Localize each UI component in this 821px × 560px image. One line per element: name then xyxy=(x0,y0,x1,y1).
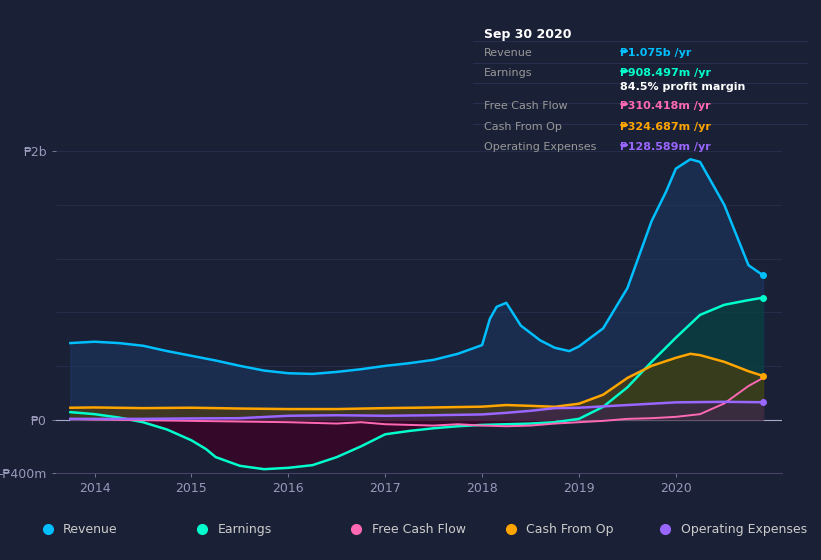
Text: Operating Expenses: Operating Expenses xyxy=(484,142,596,152)
Text: Free Cash Flow: Free Cash Flow xyxy=(372,522,466,536)
Text: Revenue: Revenue xyxy=(484,48,532,58)
Text: ₱310.418m /yr: ₱310.418m /yr xyxy=(620,101,710,111)
Text: ₱324.687m /yr: ₱324.687m /yr xyxy=(620,122,710,132)
Text: Earnings: Earnings xyxy=(484,68,532,78)
Text: Sep 30 2020: Sep 30 2020 xyxy=(484,28,571,41)
Text: 84.5% profit margin: 84.5% profit margin xyxy=(620,82,745,92)
Text: ₱908.497m /yr: ₱908.497m /yr xyxy=(620,68,711,78)
Text: Free Cash Flow: Free Cash Flow xyxy=(484,101,567,111)
Text: ₱128.589m /yr: ₱128.589m /yr xyxy=(620,142,710,152)
Text: Operating Expenses: Operating Expenses xyxy=(681,522,807,536)
Text: Cash From Op: Cash From Op xyxy=(526,522,614,536)
Text: Cash From Op: Cash From Op xyxy=(484,122,562,132)
Text: Revenue: Revenue xyxy=(63,522,118,536)
Text: ₱1.075b /yr: ₱1.075b /yr xyxy=(620,48,691,58)
Text: Earnings: Earnings xyxy=(218,522,272,536)
